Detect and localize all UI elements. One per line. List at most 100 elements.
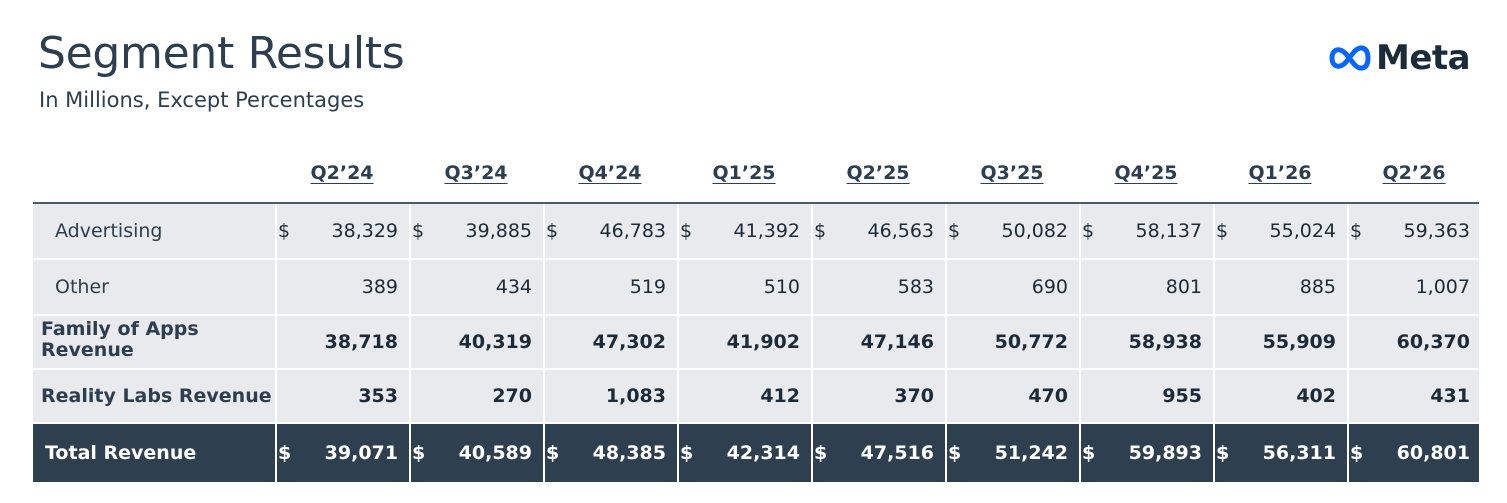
row-divider [33,258,1479,260]
column-header: Q4’24 [578,162,642,184]
currency-symbol: $ [1350,220,1363,242]
table-cell: 40,589 [458,442,532,464]
meta-logo: Meta [1326,38,1471,78]
column-divider [409,316,411,368]
column-divider [275,424,277,482]
table-cell: 434 [495,276,532,298]
column-divider [811,204,813,258]
table-cell: 402 [1296,385,1336,407]
column-divider [677,204,679,258]
row-label-line: Revenue [41,339,134,361]
column-divider [275,316,277,368]
currency-symbol: $ [1082,442,1096,464]
column-header: Q1’25 [712,162,776,184]
column-divider [543,424,545,482]
table-cell: 470 [1028,385,1068,407]
header-rule [33,202,1479,204]
currency-symbol: $ [546,442,560,464]
column-divider [811,424,813,482]
table-cell: 58,137 [1135,220,1202,242]
currency-symbol: $ [412,220,425,242]
table-cell: 47,302 [592,331,666,353]
table-cell: 583 [897,276,934,298]
table-cell: 55,024 [1269,220,1336,242]
table-cell: 48,385 [592,442,666,464]
table-cell: 1,083 [605,385,666,407]
column-divider [1079,424,1081,482]
column-divider [1213,370,1215,422]
table-cell: 47,516 [860,442,934,464]
column-divider [1347,316,1349,368]
column-divider [811,370,813,422]
column-header: Q1’26 [1248,162,1312,184]
column-divider [945,260,947,314]
column-divider [409,370,411,422]
page-title: Segment Results [38,28,405,79]
table-cell: 39,885 [465,220,532,242]
table-cell: 38,718 [324,331,398,353]
table-cell: 46,783 [599,220,666,242]
column-header: Q3’25 [980,162,1044,184]
column-divider [275,204,277,258]
column-divider [1079,260,1081,314]
column-divider [543,316,545,368]
table-cell: 389 [361,276,398,298]
table-cell: 41,902 [726,331,800,353]
table-cell: 412 [760,385,800,407]
column-divider [275,370,277,422]
table-cell: 353 [358,385,398,407]
table-cell: 370 [894,385,934,407]
column-divider [1213,204,1215,258]
column-divider [1213,260,1215,314]
column-header: Q3’24 [444,162,508,184]
currency-symbol: $ [948,442,962,464]
column-divider [543,260,545,314]
currency-symbol: $ [1082,220,1095,242]
column-header: Q2’26 [1382,162,1446,184]
column-divider [945,204,947,258]
brand-name: Meta [1376,38,1471,78]
column-divider [811,260,813,314]
table-cell: 38,329 [331,220,398,242]
meta-infinity-icon [1329,45,1371,71]
table-cell: 60,801 [1396,442,1470,464]
table-cell: 60,370 [1396,331,1470,353]
column-divider [1347,424,1349,482]
table-cell: 55,909 [1262,331,1336,353]
row-label: Advertising [55,220,163,242]
currency-symbol: $ [278,442,292,464]
table-cell: 41,392 [733,220,800,242]
table-cell: 59,363 [1403,220,1470,242]
table-cell: 431 [1430,385,1470,407]
currency-symbol: $ [680,220,693,242]
table-cell: 42,314 [726,442,800,464]
table-cell: 955 [1162,385,1202,407]
page-subtitle: In Millions, Except Percentages [39,88,365,112]
column-header: Q2’25 [846,162,910,184]
column-divider [677,316,679,368]
table-cell: 801 [1165,276,1202,298]
table-cell: 47,146 [860,331,934,353]
currency-symbol: $ [1216,220,1229,242]
table-row: Advertising $38,329 $39,885 $46,783 $41,392 $… [33,204,1479,258]
currency-symbol: $ [948,220,961,242]
column-header: Q4’25 [1114,162,1178,184]
column-divider [409,260,411,314]
column-divider [677,370,679,422]
table-row: Family of Apps Revenue 38,718 40,319 47,302 4… [33,316,1479,368]
row-label: Reality Labs Revenue [41,385,272,407]
column-divider [677,260,679,314]
row-divider [33,368,1479,370]
column-header: Q2’24 [310,162,374,184]
table-cell: 40,319 [458,331,532,353]
table-cell: 46,563 [867,220,934,242]
row-label: Family of Apps Revenue [41,319,199,361]
column-divider [409,424,411,482]
column-divider [1213,316,1215,368]
table-cell: 510 [763,276,800,298]
table-cell: 50,082 [1001,220,1068,242]
column-divider [1079,370,1081,422]
column-divider [811,316,813,368]
table-cell: 519 [629,276,666,298]
column-divider [1347,260,1349,314]
